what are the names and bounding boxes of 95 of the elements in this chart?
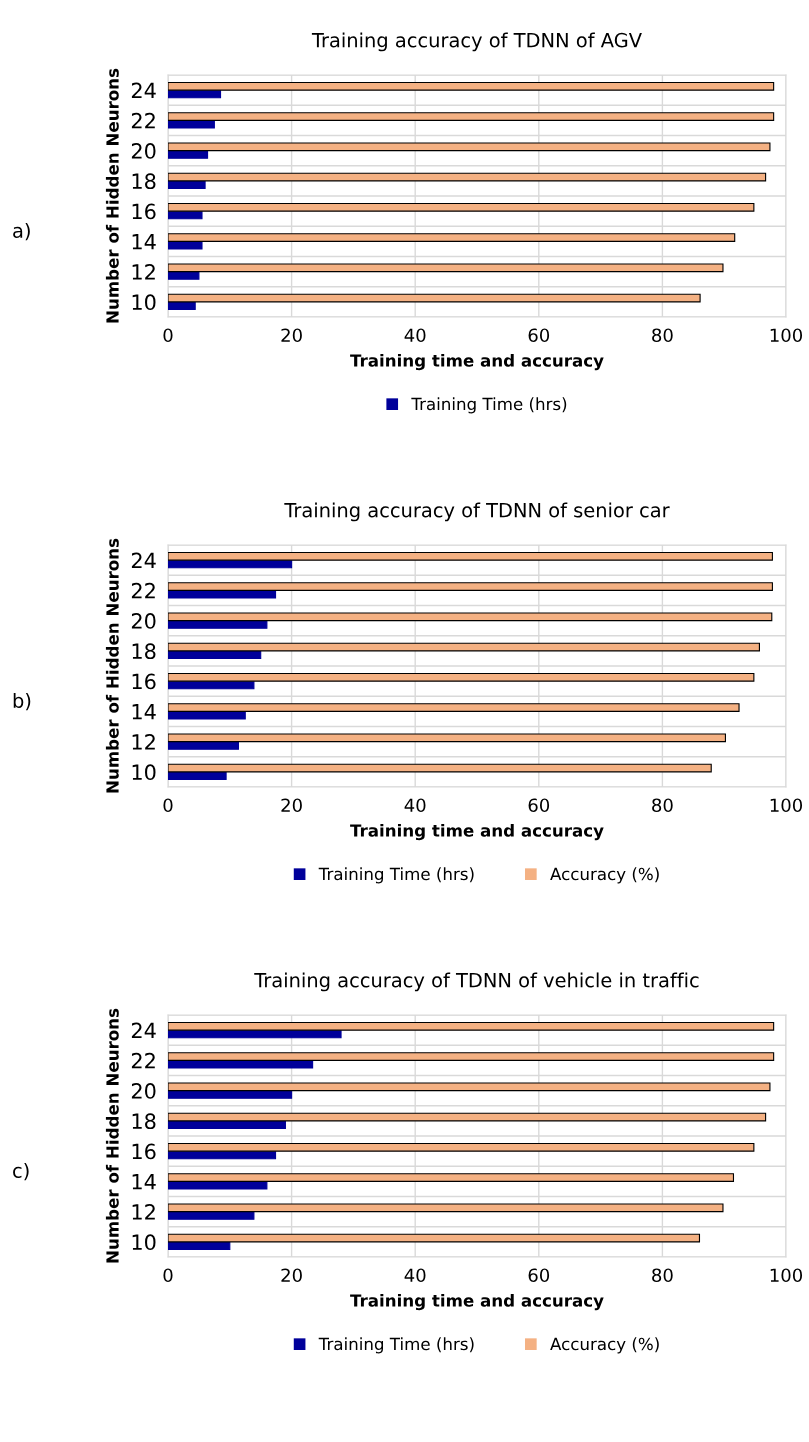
bar bbox=[168, 1082, 771, 1092]
bar bbox=[168, 1112, 767, 1122]
x-tick-label: 100 bbox=[770, 1268, 803, 1283]
x-tick-label: 80 bbox=[652, 328, 673, 343]
x-tick-label: 40 bbox=[404, 1268, 426, 1283]
bar bbox=[168, 263, 724, 273]
chart-title: Training accuracy of TDNN of vehicle in traffic bbox=[254, 972, 699, 992]
x-tick-label: 40 bbox=[404, 328, 426, 343]
bar bbox=[168, 240, 203, 250]
x-tick-label: 40 bbox=[404, 798, 426, 813]
x-tick-label: 60 bbox=[528, 798, 550, 813]
bar bbox=[168, 710, 246, 720]
y-tick-label: 22 bbox=[131, 582, 155, 599]
bar bbox=[168, 582, 773, 591]
bar bbox=[168, 552, 773, 561]
bar bbox=[168, 1211, 255, 1220]
y-tick-label: 10 bbox=[132, 294, 156, 311]
y-axis-title: Number of Hidden Neurons bbox=[105, 1008, 119, 1263]
text: b) bbox=[13, 692, 31, 711]
x-tick-label: 80 bbox=[652, 798, 673, 813]
y-tick-label: 24 bbox=[131, 552, 156, 569]
bar bbox=[168, 589, 277, 599]
y-tick-label: 14 bbox=[132, 1174, 156, 1190]
legend-label: Training Time (hrs) bbox=[411, 397, 567, 414]
x-tick-label: 0 bbox=[163, 798, 173, 813]
y-tick-label: 14 bbox=[132, 234, 156, 250]
x-axis-title: Training time and accuracy bbox=[350, 353, 604, 371]
bar bbox=[168, 733, 726, 743]
bar bbox=[168, 673, 755, 682]
y-axis-title: Number of Hidden Neurons bbox=[105, 68, 119, 323]
y-tick-label: 16 bbox=[132, 673, 156, 690]
bar bbox=[168, 293, 701, 303]
bar bbox=[168, 271, 200, 280]
bar bbox=[168, 741, 240, 750]
bar bbox=[168, 1059, 314, 1069]
bar bbox=[168, 112, 775, 121]
x-tick-label: 0 bbox=[163, 1268, 173, 1283]
y-tick-label: 16 bbox=[132, 1143, 156, 1160]
y-tick-label: 20 bbox=[131, 143, 156, 159]
bar bbox=[168, 150, 209, 159]
legend-label: Accuracy (%) bbox=[550, 1337, 659, 1354]
y-tick-label: 12 bbox=[132, 264, 155, 280]
x-tick-label: 60 bbox=[528, 328, 550, 343]
chart-title: Training accuracy of TDNN of AGV bbox=[311, 32, 642, 52]
y-axis-title: Number of Hidden Neurons bbox=[105, 538, 119, 793]
x-tick-label: 0 bbox=[163, 328, 173, 343]
x-tick-label: 20 bbox=[281, 328, 302, 343]
bar bbox=[168, 1022, 775, 1031]
y-tick-label: 18 bbox=[132, 173, 156, 190]
bar bbox=[168, 119, 215, 129]
bar bbox=[168, 1203, 724, 1213]
bar bbox=[168, 1052, 775, 1061]
y-tick-label: 20 bbox=[131, 1083, 156, 1099]
bar bbox=[168, 612, 773, 622]
bar bbox=[168, 1090, 293, 1099]
legend-label: Training Time (hrs) bbox=[318, 1337, 474, 1354]
y-tick-label: 18 bbox=[132, 643, 156, 660]
y-tick-label: 12 bbox=[132, 1204, 155, 1220]
y-tick-label: 10 bbox=[132, 764, 156, 781]
bar bbox=[168, 1173, 735, 1182]
y-tick-label: 16 bbox=[132, 203, 156, 220]
bar bbox=[168, 82, 775, 91]
y-tick-label: 14 bbox=[132, 704, 156, 720]
bar bbox=[168, 233, 736, 242]
bar bbox=[168, 172, 767, 182]
y-tick-label: 10 bbox=[132, 1234, 156, 1251]
bar bbox=[168, 763, 712, 773]
x-tick-label: 20 bbox=[281, 1268, 302, 1283]
y-tick-label: 24 bbox=[131, 1022, 156, 1039]
x-axis-title: Training time and accuracy bbox=[350, 823, 604, 841]
legend-label: Accuracy (%) bbox=[550, 867, 659, 884]
bar bbox=[168, 620, 268, 629]
legend-label: Training Time (hrs) bbox=[318, 867, 474, 884]
y-tick-label: 18 bbox=[132, 1113, 156, 1130]
x-tick-label: 20 bbox=[281, 798, 302, 813]
bar bbox=[168, 642, 760, 652]
y-tick-label: 12 bbox=[132, 734, 155, 750]
y-tick-label: 24 bbox=[131, 82, 156, 99]
text: c) bbox=[13, 1162, 29, 1181]
bar bbox=[168, 203, 755, 212]
x-tick-label: 60 bbox=[528, 1268, 550, 1283]
y-tick-label: 20 bbox=[131, 613, 156, 629]
bar bbox=[168, 1233, 701, 1243]
y-tick-label: 22 bbox=[131, 1052, 155, 1069]
chart-title: Training accuracy of TDNN of senior car bbox=[284, 502, 670, 522]
bar bbox=[168, 1143, 755, 1152]
text: a) bbox=[13, 222, 30, 241]
x-tick-label: 100 bbox=[770, 328, 803, 343]
bar bbox=[168, 703, 740, 712]
x-axis-title: Training time and accuracy bbox=[350, 1293, 604, 1311]
x-tick-label: 80 bbox=[652, 1268, 673, 1283]
bar bbox=[168, 1180, 268, 1190]
bar bbox=[168, 142, 771, 152]
x-tick-label: 100 bbox=[770, 798, 803, 813]
y-tick-label: 22 bbox=[131, 112, 155, 129]
